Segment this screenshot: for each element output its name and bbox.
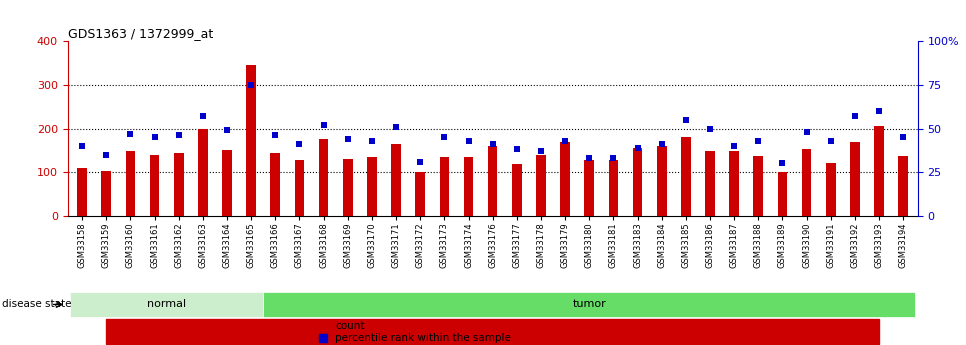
Bar	[898, 156, 908, 216]
Point	[678, 117, 694, 122]
Point	[195, 114, 211, 119]
Text: count: count	[335, 321, 365, 331]
Text: GDS1363 / 1372999_at: GDS1363 / 1372999_at	[68, 27, 213, 40]
Bar	[174, 153, 184, 216]
Point	[123, 131, 138, 137]
Bar	[367, 157, 377, 216]
Point	[606, 155, 621, 161]
Point	[485, 141, 500, 147]
Point	[557, 138, 573, 144]
Point	[243, 82, 259, 88]
Point	[292, 141, 307, 147]
Point	[461, 138, 476, 144]
Bar	[391, 144, 401, 216]
Bar	[488, 146, 497, 216]
Point	[751, 138, 766, 144]
Bar	[319, 139, 328, 216]
Bar	[536, 155, 546, 216]
Bar	[584, 160, 594, 216]
Point	[630, 145, 645, 150]
Point	[437, 135, 452, 140]
Bar	[246, 65, 256, 216]
Point	[799, 129, 814, 135]
Text: tumor: tumor	[573, 299, 606, 309]
Bar	[222, 150, 232, 216]
Point	[775, 160, 790, 166]
Point	[533, 148, 549, 154]
Bar	[705, 151, 715, 216]
Text: disease state: disease state	[2, 299, 71, 309]
Bar	[609, 160, 618, 216]
Bar	[198, 128, 208, 216]
Bar	[729, 151, 739, 216]
Bar	[101, 171, 111, 216]
Point	[171, 133, 186, 138]
Text: percentile rank within the sample: percentile rank within the sample	[335, 333, 511, 343]
Point	[895, 135, 911, 140]
Bar	[270, 153, 280, 216]
Point	[268, 133, 283, 138]
Bar	[77, 168, 87, 216]
Point	[316, 122, 331, 128]
Bar	[681, 137, 691, 216]
Bar	[560, 141, 570, 216]
Point	[847, 114, 863, 119]
Point	[147, 135, 162, 140]
Bar	[343, 159, 353, 216]
Point	[74, 143, 90, 149]
Point	[654, 141, 669, 147]
Bar	[415, 172, 425, 216]
Bar	[295, 160, 304, 216]
Point	[219, 128, 235, 133]
Point	[871, 108, 887, 114]
Bar	[263, 292, 916, 317]
Point	[364, 138, 380, 144]
Point	[582, 155, 597, 161]
Bar	[850, 141, 860, 216]
Bar	[464, 157, 473, 216]
Bar	[657, 146, 667, 216]
Point	[99, 152, 114, 157]
Point	[388, 124, 404, 129]
Text: normal: normal	[147, 299, 186, 309]
Bar	[633, 148, 642, 216]
Point	[509, 147, 525, 152]
Point	[702, 126, 718, 131]
Bar	[753, 156, 763, 216]
Bar	[778, 172, 787, 216]
Bar	[802, 149, 811, 216]
Bar	[826, 163, 836, 216]
Bar	[440, 157, 449, 216]
Bar	[150, 155, 159, 216]
Bar	[874, 126, 884, 216]
Bar	[70, 292, 263, 317]
Point	[823, 138, 838, 144]
Point	[412, 159, 428, 164]
Bar	[512, 164, 522, 216]
Point	[340, 136, 355, 142]
Bar	[126, 151, 135, 216]
Point	[726, 143, 742, 149]
